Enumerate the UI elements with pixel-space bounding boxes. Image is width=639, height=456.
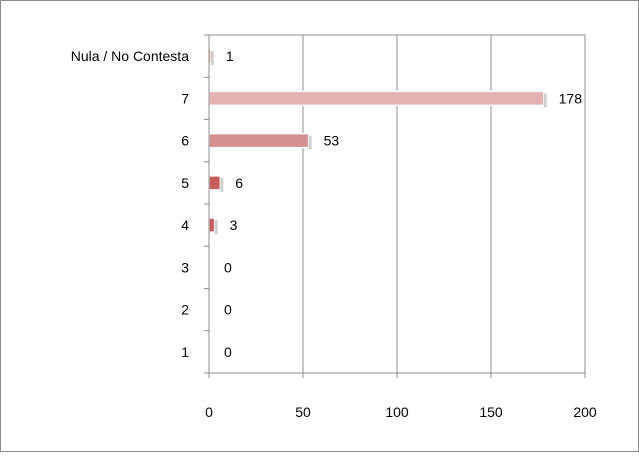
- category-label: Nula / No Contesta: [71, 48, 189, 64]
- bar-shadow: [214, 220, 218, 235]
- bar-shadow: [543, 93, 547, 108]
- bars: [208, 48, 547, 235]
- category-label: 3: [181, 259, 189, 275]
- bar: [208, 217, 216, 233]
- bar: [208, 90, 545, 107]
- data-label: 178: [559, 90, 583, 106]
- category-label: 4: [181, 217, 189, 233]
- bar: [208, 132, 310, 149]
- x-tick-label: 150: [479, 404, 503, 420]
- bar-shadow: [220, 177, 224, 192]
- category-label: 1: [181, 344, 189, 360]
- x-tick-label: 200: [573, 404, 597, 420]
- x-tick-label: 50: [295, 404, 311, 420]
- data-label: 0: [224, 344, 232, 360]
- category-label: 7: [181, 90, 189, 106]
- category-label: 6: [181, 133, 189, 149]
- gridlines: [209, 34, 586, 373]
- category-label: 2: [181, 302, 189, 318]
- data-label: 6: [235, 175, 243, 191]
- data-labels: 1 178 53 6 3 0 0 0: [224, 48, 582, 360]
- x-tick-labels: 0 50 100 150 200: [205, 404, 597, 420]
- data-label: 0: [224, 302, 232, 318]
- bar-shadow: [308, 135, 312, 150]
- bar: [208, 175, 222, 191]
- x-tick-label: 100: [385, 404, 409, 420]
- data-label: 0: [224, 259, 232, 275]
- category-labels: Nula / No Contesta 7 6 5 4 3 2 1: [71, 48, 190, 360]
- data-label: 3: [230, 217, 238, 233]
- data-label: 1: [226, 48, 234, 64]
- data-label: 53: [324, 133, 340, 149]
- category-label: 5: [181, 175, 189, 191]
- x-tick-label: 0: [205, 404, 213, 420]
- axes: [204, 34, 586, 378]
- bar-shadow: [210, 51, 214, 66]
